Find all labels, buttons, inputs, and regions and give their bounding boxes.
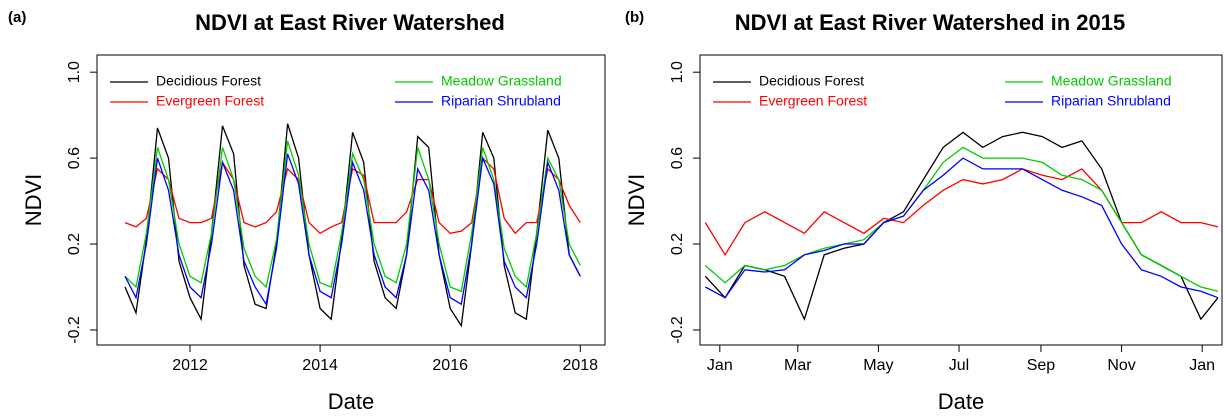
y-tick-label: 0.6 bbox=[669, 147, 686, 169]
legend-label: Evergreen Forest bbox=[156, 93, 264, 109]
x-axis-label: Date bbox=[328, 389, 374, 414]
y-axis-label: NDVI bbox=[624, 174, 649, 227]
series-line bbox=[704, 146, 1219, 292]
y-tick-label: 0.2 bbox=[66, 233, 83, 255]
x-tick-label: 2018 bbox=[562, 357, 598, 374]
series-line bbox=[124, 140, 581, 293]
chart-title: NDVI at East River Watershed in 2015 bbox=[735, 10, 1125, 35]
x-tick-label: Nov bbox=[1107, 357, 1135, 374]
series-line bbox=[704, 131, 1219, 322]
x-tick-label: 2012 bbox=[172, 357, 208, 374]
plot-frame bbox=[699, 54, 1223, 346]
y-tick-label: 1.0 bbox=[669, 61, 686, 83]
y-tick-label: 0.2 bbox=[669, 233, 686, 255]
panel-label: (b) bbox=[625, 9, 644, 26]
x-tick-label: Jan bbox=[1189, 357, 1215, 374]
legend-label: Riparian Shrubland bbox=[1051, 93, 1171, 109]
x-tick-label: Jan bbox=[707, 357, 733, 374]
x-tick-label: 2014 bbox=[302, 357, 338, 374]
panel-label: (a) bbox=[8, 9, 26, 26]
y-tick-label: -0.2 bbox=[669, 316, 686, 344]
y-tick-label: 1.0 bbox=[66, 61, 83, 83]
legend-label: Meadow Grassland bbox=[441, 73, 562, 89]
x-tick-label: Mar bbox=[784, 357, 812, 374]
series-line bbox=[704, 168, 1219, 257]
series-line bbox=[704, 157, 1219, 299]
x-tick-label: Sep bbox=[1027, 357, 1056, 374]
chart-title: NDVI at East River Watershed bbox=[195, 10, 505, 35]
y-tick-label: 0.6 bbox=[66, 147, 83, 169]
series-line bbox=[124, 156, 581, 235]
legend-label: Evergreen Forest bbox=[759, 93, 867, 109]
series-line bbox=[124, 153, 581, 306]
legend-label: Decidious Forest bbox=[759, 73, 864, 89]
x-tick-label: 2016 bbox=[432, 357, 468, 374]
series-line bbox=[124, 123, 581, 328]
plot-frame bbox=[96, 54, 606, 346]
legend-label: Decidious Forest bbox=[156, 73, 261, 89]
legend-label: Riparian Shrubland bbox=[441, 93, 561, 109]
x-tick-label: Jul bbox=[949, 357, 969, 374]
y-tick-label: -0.2 bbox=[66, 316, 83, 344]
legend-label: Meadow Grassland bbox=[1051, 73, 1172, 89]
y-axis-label: NDVI bbox=[21, 174, 46, 227]
x-tick-label: May bbox=[863, 357, 893, 374]
x-axis-label: Date bbox=[938, 389, 984, 414]
